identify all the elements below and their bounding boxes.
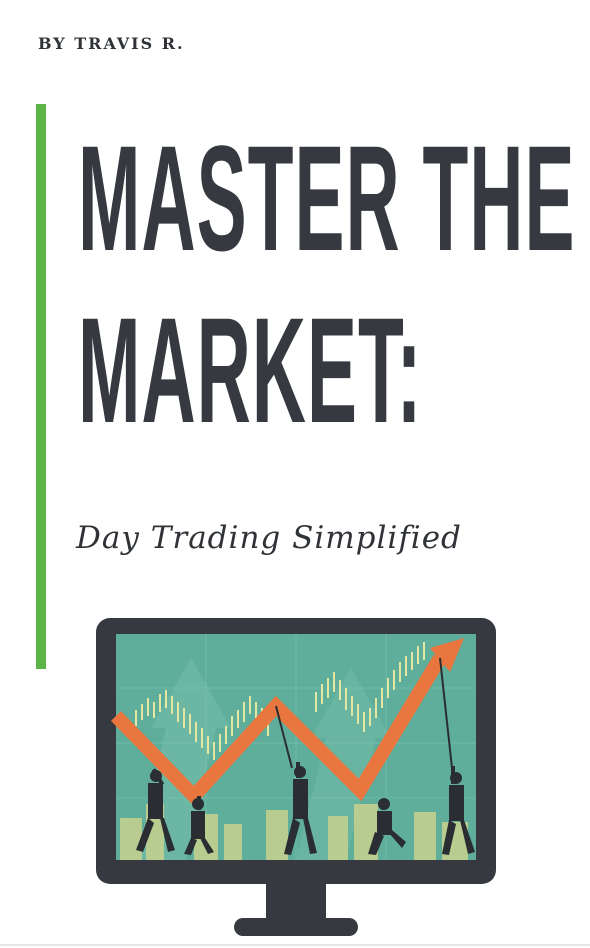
- bottom-divider: [0, 944, 590, 946]
- businessman-figure: [284, 762, 317, 855]
- author-byline: BY TRAVIS R.: [38, 34, 185, 53]
- book-subtitle: Day Trading Simplified: [76, 520, 462, 556]
- accent-bar: [36, 104, 46, 669]
- candlestick-chart: [135, 642, 425, 760]
- arrow-head-icon: [430, 638, 464, 672]
- title-line-2: MARKET:: [78, 286, 423, 454]
- title-line-1: MASTER THE: [78, 114, 576, 282]
- monitor-stand-base: [234, 918, 358, 936]
- businessman-figure: [136, 768, 175, 852]
- businessman-figure: [442, 766, 475, 855]
- businessman-figure: [368, 798, 406, 855]
- businessman-figure: [184, 796, 214, 855]
- businessmen-figures: [136, 762, 475, 855]
- monitor-stand-neck: [266, 880, 326, 920]
- monitor-illustration: [96, 618, 496, 936]
- book-title: MASTER THE MARKET:: [78, 112, 576, 456]
